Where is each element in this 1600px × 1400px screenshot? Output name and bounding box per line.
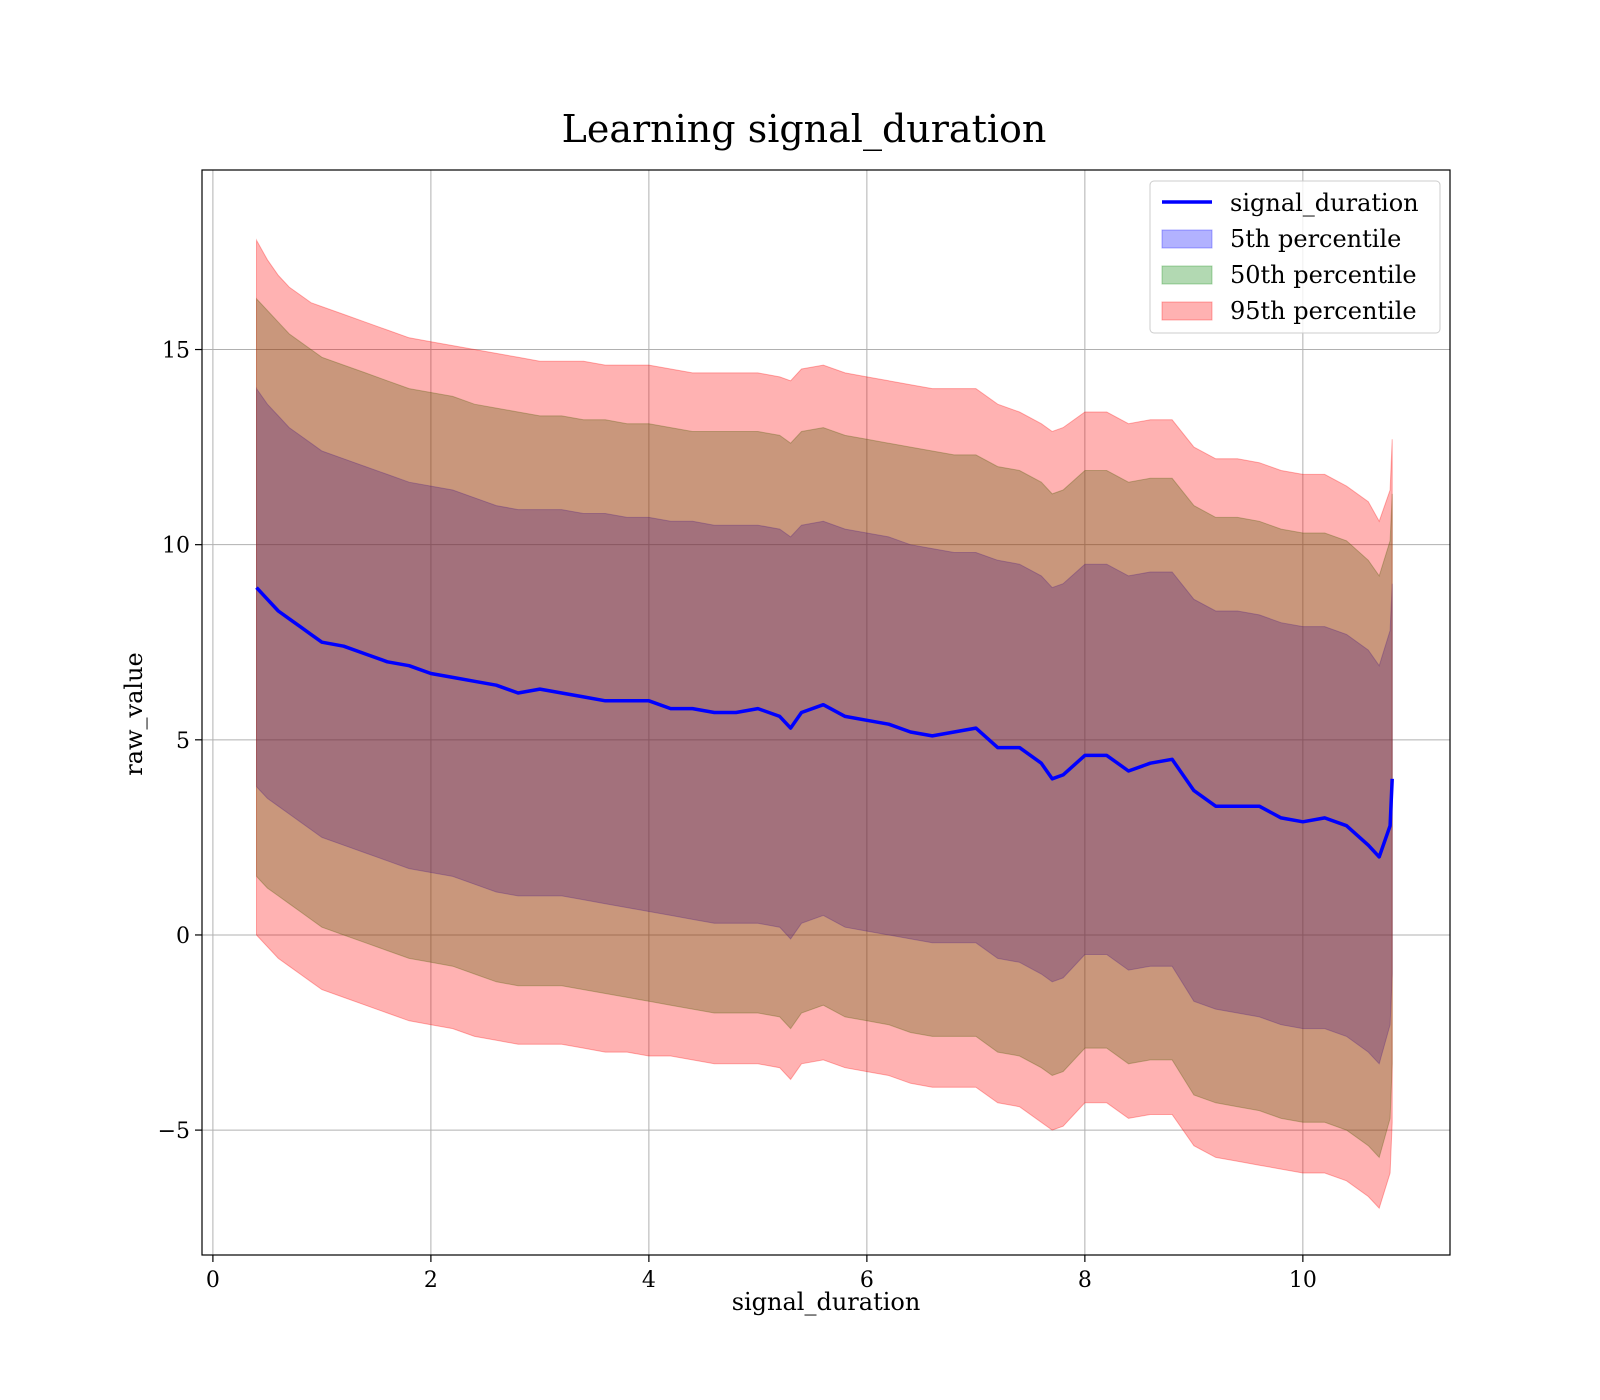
legend: signal_duration 5th percentile 50th perc…	[1149, 180, 1441, 334]
plot-area	[255, 238, 1394, 1210]
x-tick-label: 0	[206, 1268, 220, 1293]
gridlines	[202, 170, 1450, 1255]
x-tick-label: 8	[1078, 1268, 1092, 1293]
band-95th-percentile	[256, 238, 1393, 1210]
band-5th-percentile	[256, 387, 1393, 1065]
legend-swatch-95th	[1161, 301, 1213, 321]
x-tick-label: 10	[1289, 1268, 1317, 1293]
x-axis-label: signal_duration	[732, 1288, 921, 1316]
chart-title: Learning signal_duration	[562, 107, 1047, 152]
y-axis: −5 0 5 10 15	[158, 339, 202, 1144]
x-tick-label: 2	[424, 1268, 438, 1293]
legend-swatch-5th	[1161, 229, 1213, 249]
x-tick-label: 6	[860, 1268, 874, 1293]
legend-box	[1149, 180, 1441, 334]
y-tick-label: 5	[176, 729, 190, 754]
y-tick-label: 0	[176, 924, 190, 949]
y-tick-label: −5	[158, 1119, 190, 1144]
y-tick-label: 10	[162, 534, 190, 559]
legend-label-line: signal_duration	[1230, 189, 1419, 217]
band-50th-percentile	[256, 297, 1393, 1159]
legend-label-50th: 50th percentile	[1230, 261, 1417, 289]
y-tick-label: 15	[162, 339, 190, 364]
legend-label-95th: 95th percentile	[1230, 297, 1417, 325]
x-tick-label: 4	[642, 1268, 656, 1293]
legend-swatch-50th	[1161, 265, 1213, 285]
legend-label-5th: 5th percentile	[1230, 225, 1401, 253]
series-line-signal-duration	[255, 586, 1394, 859]
plot-frame	[201, 169, 1451, 1256]
x-axis: 0 2 4 6 8 10	[206, 1255, 1317, 1293]
y-axis-label: raw_value	[120, 652, 148, 776]
